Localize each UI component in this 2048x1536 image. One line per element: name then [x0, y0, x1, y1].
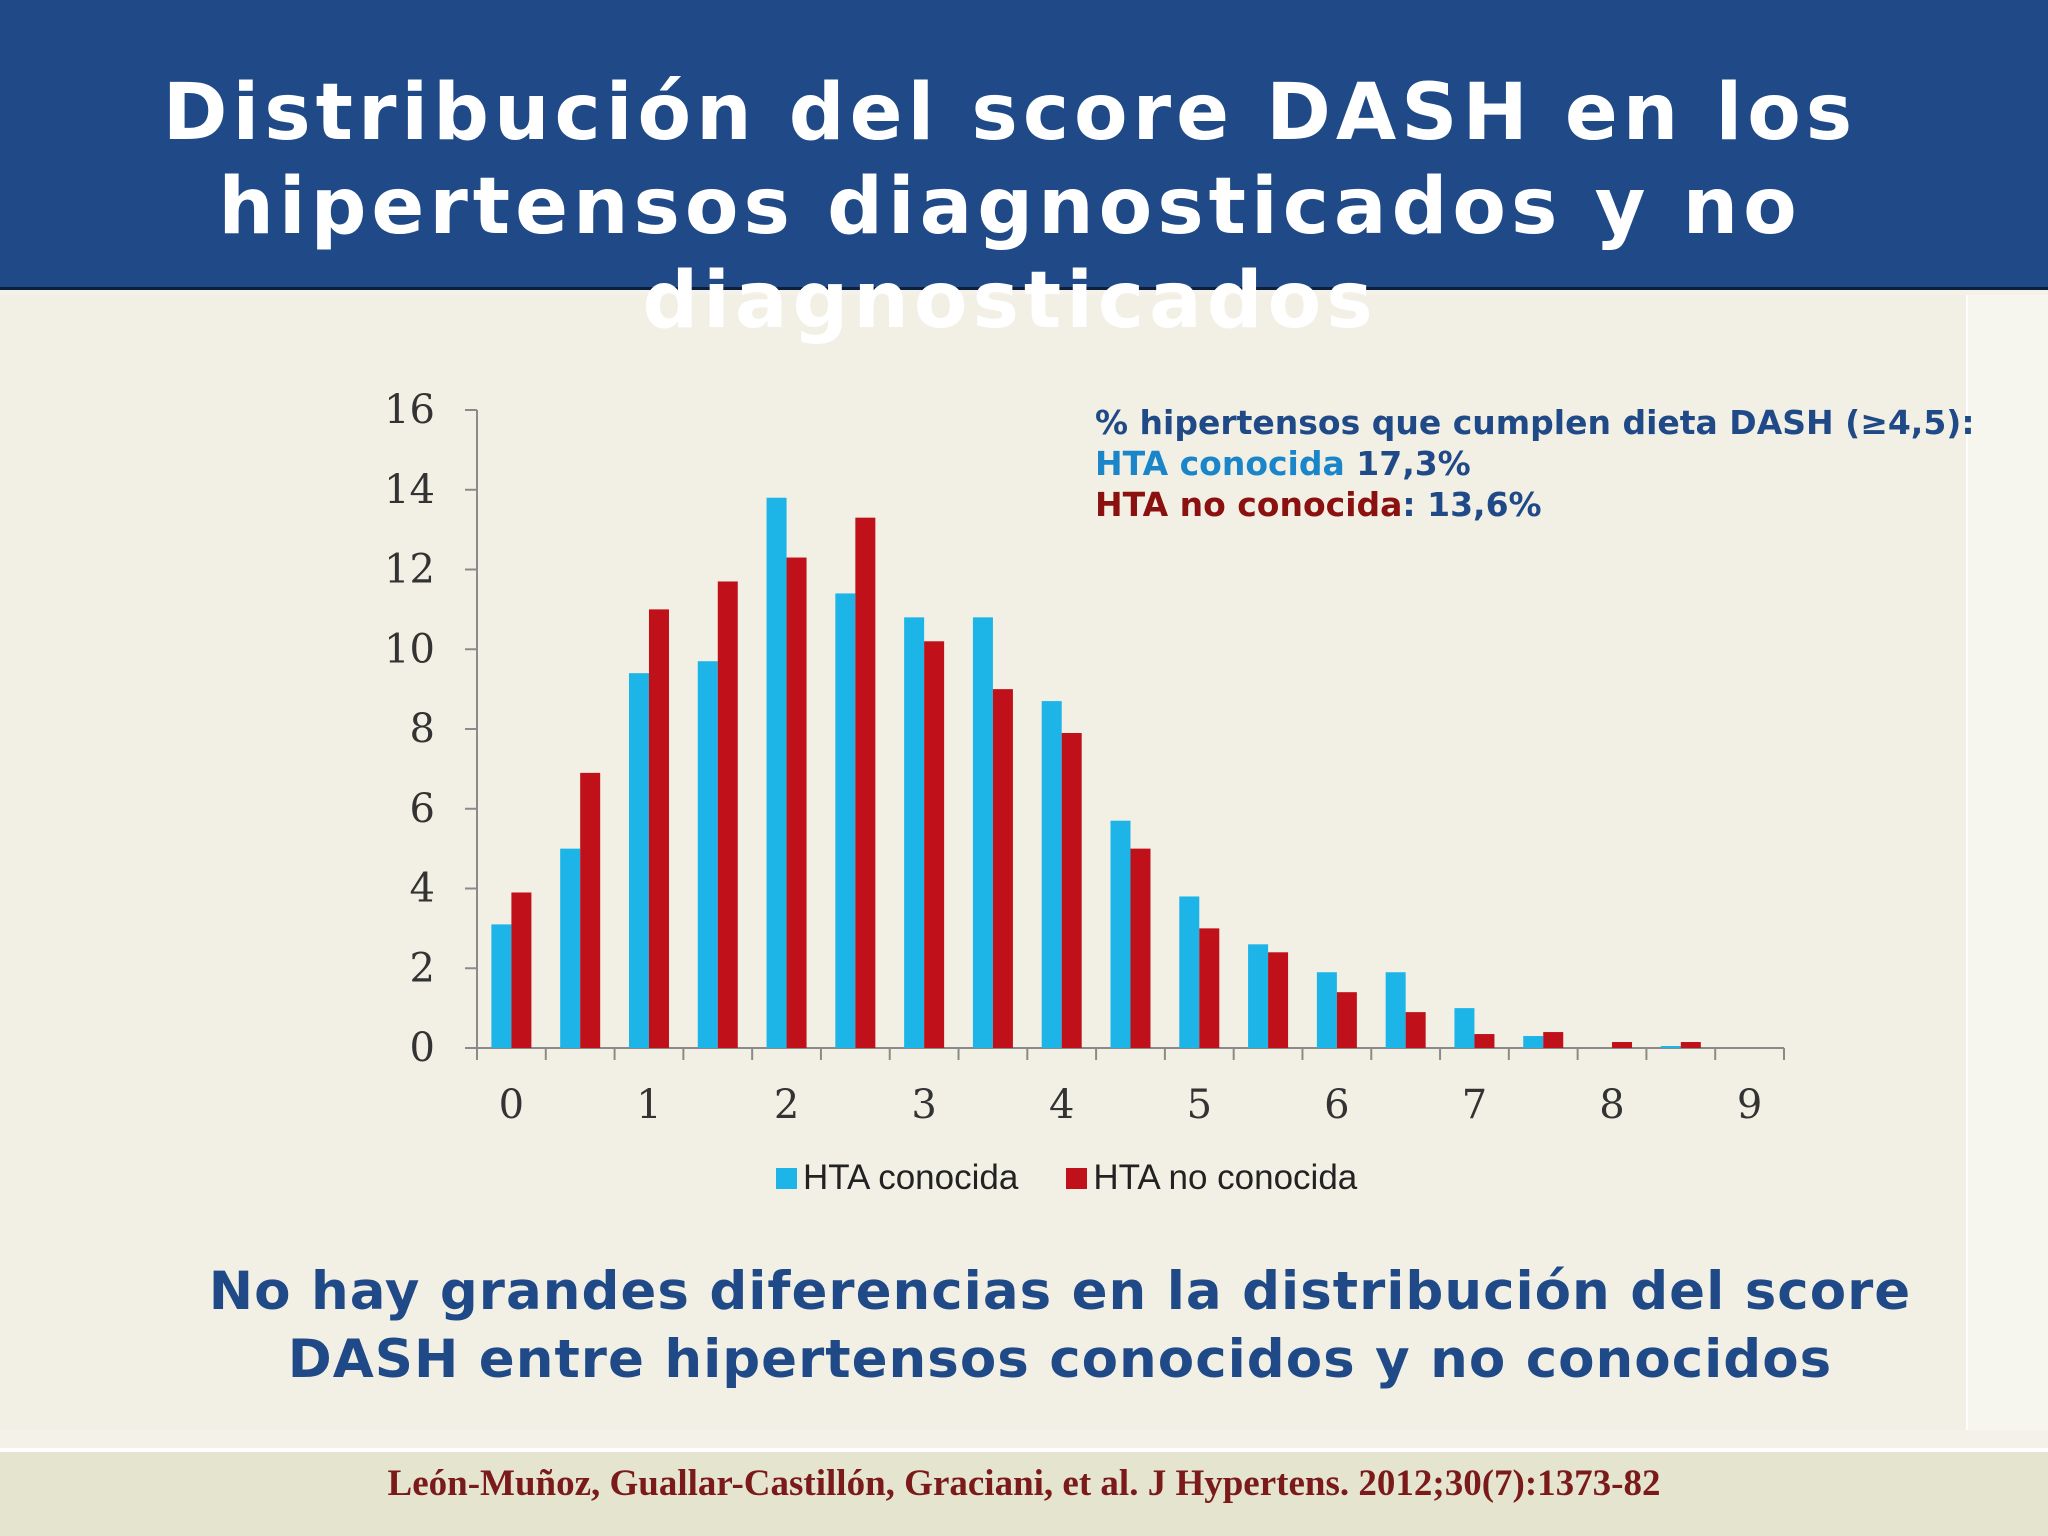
legend-label-unknown: HTA no conocida [1093, 1158, 1358, 1197]
bar-hta-conocida [1316, 972, 1337, 1048]
bar-hta-conocida [1385, 972, 1406, 1048]
y-tick-label: 16 [384, 387, 435, 433]
bar-hta-no-conocida [1474, 1034, 1495, 1048]
bar-hta-conocida [835, 593, 856, 1048]
x-tick-label: 1 [636, 1082, 661, 1128]
annotation-unknown-label: HTA no conocida [1095, 485, 1403, 524]
legend-label-known: HTA conocida [803, 1158, 1019, 1197]
annotation-known-value: 17,3% [1356, 444, 1471, 483]
y-tick-label: 14 [384, 467, 435, 513]
x-tick-label: 8 [1599, 1082, 1624, 1128]
bar-hta-conocida [628, 673, 649, 1048]
x-tick-label: 7 [1462, 1082, 1487, 1128]
bar-hta-no-conocida [924, 641, 945, 1048]
chart-legend: HTA conocida HTA no conocida [776, 1158, 1405, 1198]
bar-hta-conocida [1248, 944, 1269, 1048]
bar-hta-no-conocida [992, 689, 1013, 1048]
bar-hta-conocida [1110, 820, 1131, 1048]
x-tick-label: 5 [1187, 1082, 1212, 1128]
annotation-heading: % hipertensos que cumplen dieta DASH (≥4… [1095, 403, 1975, 442]
annotation-known-line: HTA conocida 17,3% [1095, 443, 1975, 484]
bar-hta-conocida [904, 617, 925, 1048]
x-tick-label: 0 [499, 1082, 524, 1128]
bar-hta-conocida [697, 661, 718, 1048]
footer-band [0, 1448, 2048, 1536]
y-tick-label: 12 [384, 547, 435, 593]
bar-hta-no-conocida [511, 892, 532, 1048]
bar-hta-conocida [1660, 1046, 1681, 1048]
bar-hta-no-conocida [1061, 732, 1082, 1048]
bar-hta-no-conocida [1543, 1032, 1564, 1048]
bar-hta-conocida [1179, 896, 1200, 1048]
bar-hta-no-conocida [1405, 1012, 1426, 1048]
bar-hta-conocida [1523, 1036, 1544, 1048]
legend-swatch-unknown [1066, 1167, 1088, 1189]
bar-hta-conocida [766, 497, 787, 1049]
bar-hta-no-conocida [1130, 848, 1151, 1048]
bar-hta-conocida [1041, 701, 1062, 1048]
y-tick-label: 6 [410, 786, 435, 832]
legend-swatch-known [776, 1167, 797, 1189]
conclusion-text: No hay grandes diferencias en la distrib… [208, 1261, 1912, 1390]
bar-hta-no-conocida [1612, 1042, 1633, 1048]
x-tick-label: 9 [1737, 1082, 1762, 1128]
bar-hta-no-conocida [580, 772, 601, 1048]
bar-hta-no-conocida [717, 581, 738, 1048]
annotation-unknown-line: HTA no conocida: 13,6% [1095, 484, 1975, 525]
dash-compliance-annotation: % hipertensos que cumplen dieta DASH (≥4… [1095, 402, 1975, 525]
slide-title: Distribución del score DASH en los hiper… [162, 68, 1858, 346]
bar-hta-no-conocida [648, 609, 669, 1048]
y-tick-label: 8 [410, 706, 435, 752]
bar-hta-conocida [491, 924, 512, 1048]
x-tick-label: 4 [1049, 1082, 1074, 1128]
bar-hta-no-conocida [786, 557, 807, 1048]
title-banner [0, 0, 2048, 290]
bar-hta-no-conocida [1268, 952, 1289, 1048]
bar-hta-conocida [560, 848, 581, 1048]
y-tick-label: 10 [384, 626, 435, 672]
x-tick-label: 6 [1324, 1082, 1349, 1128]
x-tick-label: 2 [774, 1082, 799, 1128]
bar-hta-no-conocida [1336, 992, 1357, 1048]
annotation-known-label: HTA conocida [1095, 444, 1345, 483]
right-margin-strip [1966, 295, 2048, 1430]
y-tick-label: 0 [410, 1025, 435, 1071]
y-tick-label: 4 [410, 866, 435, 912]
x-tick-label: 3 [911, 1082, 936, 1128]
annotation-unknown-value: : 13,6% [1402, 485, 1542, 524]
citation: León-Muñoz, Guallar-Castillón, Graciani,… [387, 1463, 1661, 1504]
y-tick-label: 2 [410, 945, 435, 991]
legend-item-unknown: HTA no conocida [1066, 1158, 1357, 1198]
bar-hta-no-conocida [1199, 928, 1220, 1048]
bar-hta-conocida [1454, 1008, 1475, 1048]
bar-hta-no-conocida [855, 517, 876, 1048]
bar-hta-conocida [972, 617, 993, 1048]
legend-item-known: HTA conocida [776, 1158, 1018, 1198]
bar-hta-no-conocida [1680, 1042, 1701, 1048]
